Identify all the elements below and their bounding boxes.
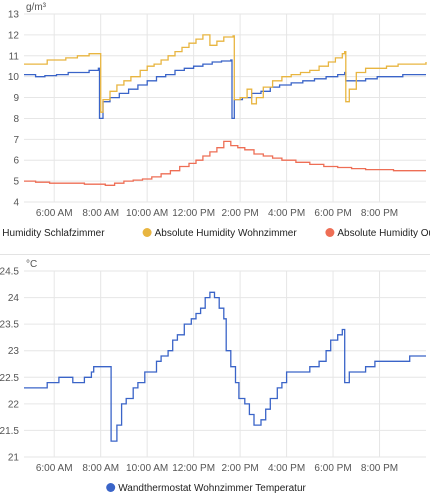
y-tick-label: 8 (13, 114, 19, 125)
x-tick-label: 2:00 PM (221, 463, 258, 474)
y-tick-label: 22 (8, 399, 20, 410)
x-tick-label: 6:00 AM (36, 463, 73, 474)
x-tick-label: 10:00 AM (126, 463, 168, 474)
y-tick-label: 24.5 (0, 267, 19, 278)
unit-label: °C (26, 259, 37, 270)
x-tick-label: 12:00 PM (172, 463, 215, 474)
x-tick-label: 4:00 PM (268, 463, 305, 474)
series-line-0[interactable] (24, 59, 426, 120)
unit-label: g/m³ (26, 2, 47, 13)
x-tick-label: 6:00 AM (36, 208, 73, 219)
x-tick-label: 10:00 AM (126, 208, 168, 219)
y-tick-label: 12 (8, 30, 20, 41)
y-tick-label: 7 (13, 135, 19, 146)
x-tick-label: 8:00 AM (82, 208, 119, 219)
x-tick-label: 8:00 PM (361, 208, 398, 219)
y-tick-label: 21 (8, 453, 20, 464)
legend-swatch[interactable] (325, 228, 335, 237)
temperature-chart: 21 21.5 22 22.5 23 23.5 24 24.5 6:00 AM 8:00 AM 10… (0, 259, 426, 494)
x-tick-label: 6:00 PM (314, 463, 351, 474)
y-tick-label: 10 (8, 72, 20, 83)
legend-label[interactable]: Absolute Humidity Outside (337, 228, 430, 239)
x-tick-label: 12:00 PM (172, 208, 215, 219)
x-tick-label: 8:00 PM (361, 463, 398, 474)
absolute-humidity-chart: 4 5 6 7 8 9 10 11 12 13 6:00 AM 8:00 AM 10:00 AM 12:0… (0, 2, 430, 239)
legend-label[interactable]: Wandthermostat Wohnzimmer Temperatur (118, 483, 306, 494)
legend-swatch[interactable] (106, 483, 116, 492)
y-tick-label: 5 (13, 177, 19, 188)
y-tick-label: 21.5 (0, 426, 19, 437)
y-tick-label: 22.5 (0, 373, 19, 384)
y-tick-label: 11 (9, 51, 20, 62)
y-tick-label: 23 (8, 346, 20, 357)
y-tick-label: 24 (8, 293, 20, 304)
x-tick-label: 6:00 PM (314, 208, 351, 219)
legend-swatch[interactable] (142, 228, 152, 237)
legend-label[interactable]: Absolute Humidity Wohnzimmer (155, 228, 298, 239)
y-tick-label: 23.5 (0, 320, 19, 331)
card-separator (0, 254, 430, 255)
x-tick-label: 4:00 PM (268, 208, 305, 219)
y-tick-label: 13 (8, 10, 20, 21)
y-tick-label: 6 (13, 156, 19, 167)
legend-label[interactable]: Absolute Humidity Schlafzimmer (0, 228, 105, 239)
series-line-2[interactable] (24, 140, 426, 186)
y-tick-label: 4 (13, 198, 19, 209)
x-tick-label: 2:00 PM (221, 208, 258, 219)
series-line-0[interactable] (24, 291, 426, 442)
x-tick-label: 8:00 AM (82, 463, 119, 474)
series-line-1[interactable] (24, 34, 427, 113)
y-tick-label: 9 (13, 93, 19, 104)
